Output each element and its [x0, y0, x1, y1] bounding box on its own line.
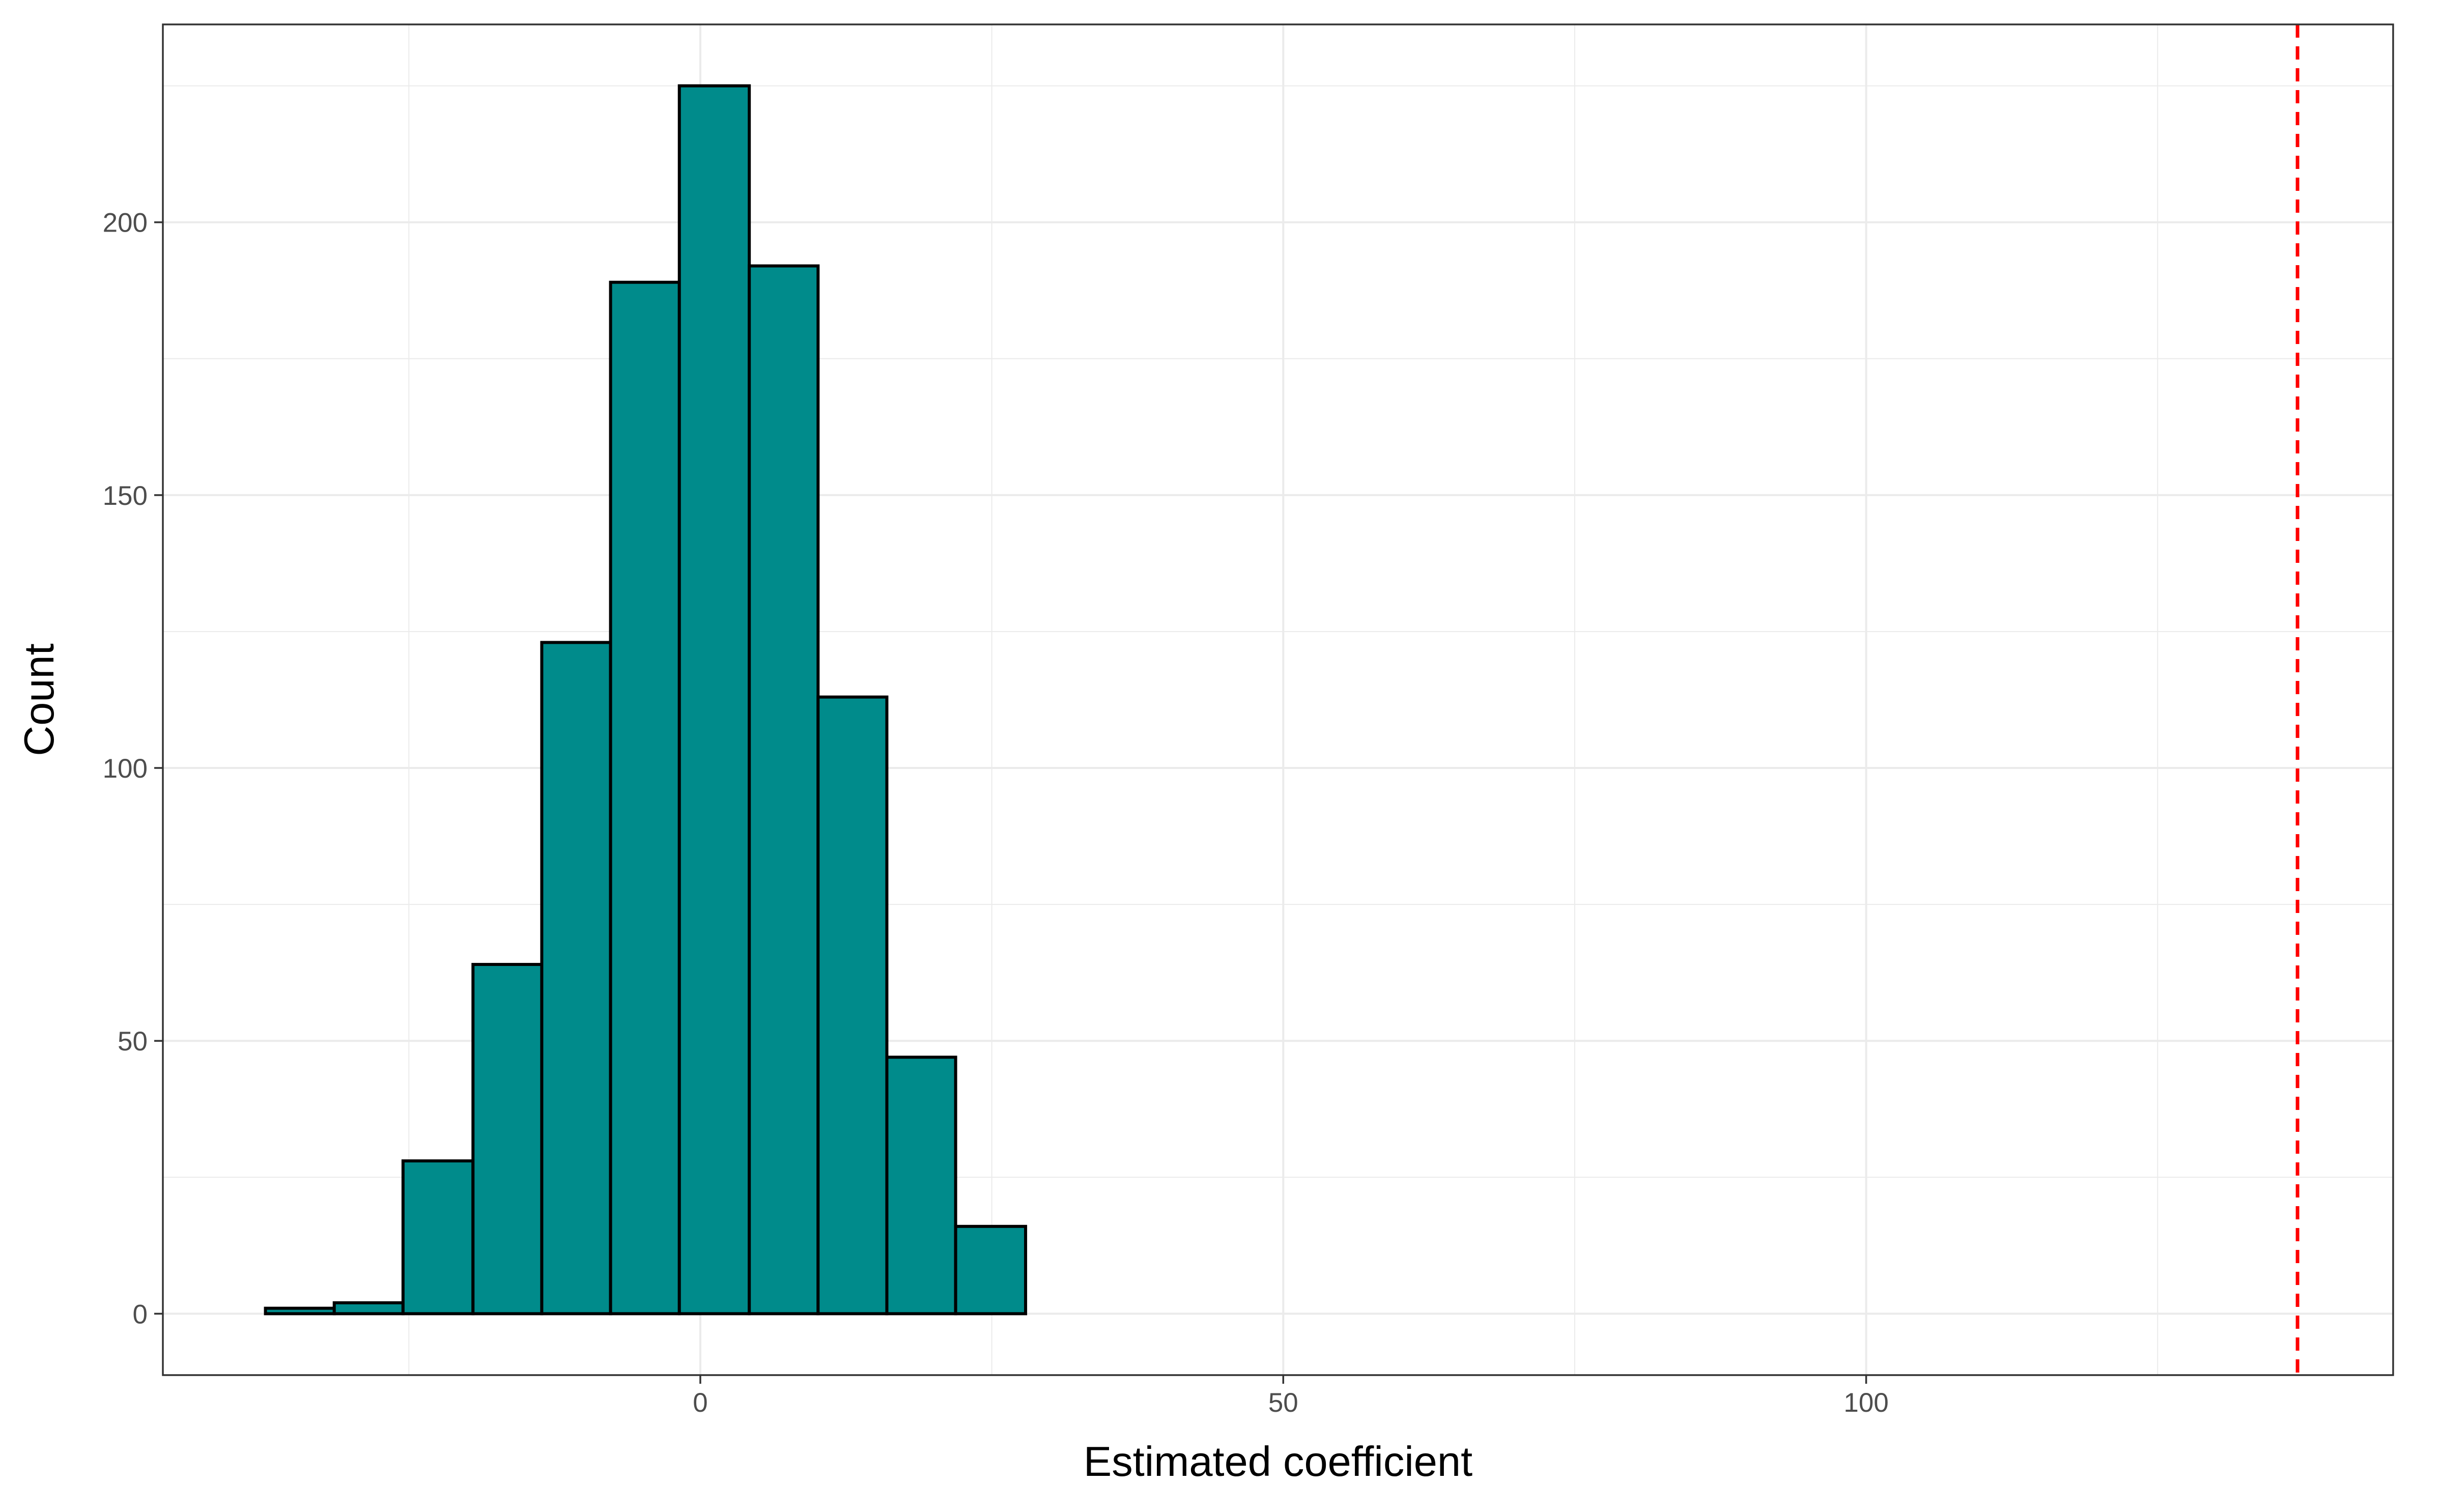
- histogram-bar-4: [540, 641, 612, 1316]
- histogram-bar-10: [954, 1224, 1028, 1316]
- x-tick-label: 100: [1843, 1388, 1888, 1418]
- panel-border: [162, 23, 2394, 1376]
- x-tick-label: 0: [693, 1388, 707, 1418]
- histogram-bar-0: [264, 1306, 336, 1316]
- histogram-bar-5: [609, 280, 681, 1316]
- x-tick-label: 50: [1268, 1388, 1298, 1418]
- y-tick-label: 100: [103, 754, 148, 784]
- histogram-bar-2: [401, 1159, 475, 1316]
- y-axis: 0 50 100 150 200: [103, 208, 163, 1329]
- histogram-bar-1: [332, 1301, 405, 1316]
- y-tick-label: 150: [103, 481, 148, 511]
- y-tick-label: 0: [133, 1299, 148, 1329]
- x-axis: 0 50 100: [693, 1375, 1889, 1418]
- y-axis-title: Count: [15, 643, 63, 756]
- histogram-bar-7: [748, 264, 820, 1316]
- histogram-bar-6: [677, 84, 751, 1316]
- histogram-bar-8: [816, 695, 889, 1316]
- histogram-bar-3: [471, 963, 544, 1316]
- histogram-bar-9: [885, 1055, 957, 1316]
- x-axis-title: Estimated coefficient: [1084, 1438, 1472, 1485]
- histogram-bars: [264, 84, 1028, 1316]
- y-tick-label: 200: [103, 208, 148, 238]
- y-tick-label: 50: [118, 1026, 148, 1057]
